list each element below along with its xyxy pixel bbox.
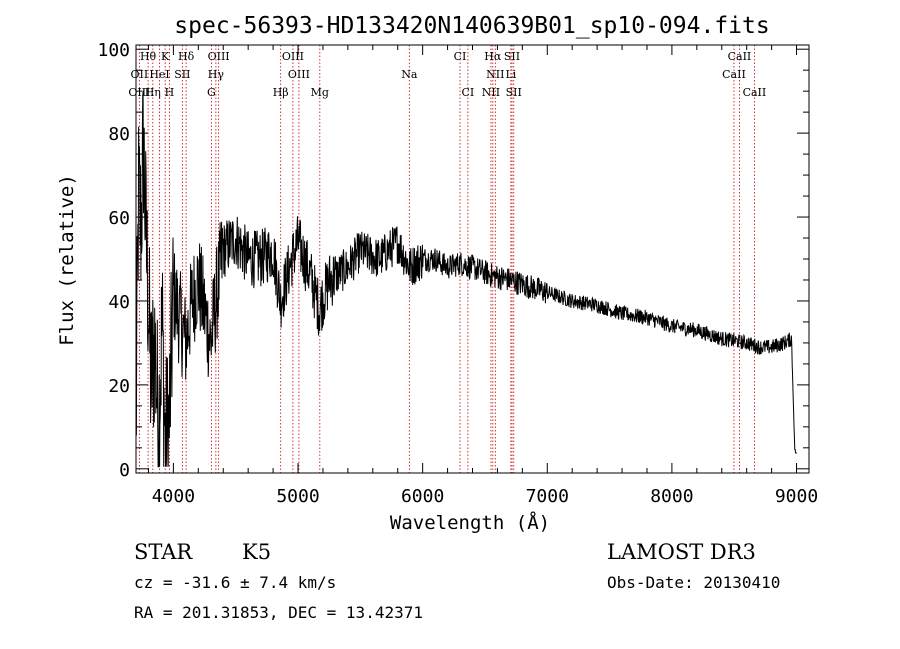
x-tick-label: 6000 [401,486,444,507]
y-tick-label: 80 [108,124,130,145]
spectral-line-label: OII [131,68,149,81]
y-tick-label: 40 [108,292,130,313]
spectral-line-label: Hη [145,86,161,99]
chart-title: spec-56393-HD133420N140639B01_sp10-094.f… [174,13,769,39]
y-tick-label: 0 [119,460,130,481]
observation-date: Obs-Date: 20130410 [607,573,781,592]
spectral-line-label: Hβ [273,86,289,99]
spectral-line-label: H [165,86,175,99]
x-axis-ticks: 4000 5000 6000 7000 8000 9000 [147,45,818,507]
spectral-line-label: OIII [128,86,150,99]
x-axis-label: Wavelength (Å) [390,511,550,534]
x-tick-label: 5000 [276,486,319,507]
spectral-line-label: Mg [311,86,329,99]
spectral-line-label: G [207,86,216,99]
y-tick-label: 60 [108,208,130,229]
spectral-line-label: Hα [484,50,502,63]
x-tick-label: 7000 [526,486,569,507]
y-tick-label: 20 [108,376,130,397]
object-subclass: K5 [242,540,272,564]
x-tick-label: 8000 [650,486,693,507]
spectral-line-label: CI [462,86,475,99]
x-tick-label: 9000 [775,486,818,507]
spectral-line-label: K [161,50,170,63]
sky-coordinates: RA = 201.31853, DEC = 13.42371 [134,603,423,622]
survey-name: LAMOST DR3 [607,540,756,564]
spectral-line-label: Hγ [208,68,225,81]
spectral-line-label: NII [486,68,504,81]
x-tick-label: 4000 [152,486,195,507]
spectral-line-label: CaII [722,68,746,81]
spectral-line-label: Li [505,68,516,81]
spectral-line-label: CI [454,50,467,63]
spectral-line-label: NII [482,86,500,99]
spectral-line-label: OIII [208,50,230,63]
spectral-line-label: Hδ [178,50,195,63]
spectral-line-label: SII [174,68,190,81]
redshift-value: cz = -31.6 ± 7.4 km/s [134,573,337,592]
spectral-line-label: OIII [288,68,310,81]
y-tick-label: 100 [97,40,130,61]
object-class: STAR [134,540,193,564]
y-axis-label: Flux (relative) [56,174,78,346]
spectral-line-label: SII [506,86,522,99]
spectral-line-label: Na [401,68,418,81]
spectral-line-label: CaII [743,86,767,99]
spectral-line-label: Hθ [140,50,157,63]
spectral-line-label: OIII [282,50,304,63]
y-axis-ticks: 0 20 40 60 80 100 [97,40,809,481]
spectral-line-label: CaII [728,50,752,63]
spectrum-line [135,90,797,468]
spectral-line-label: SII [504,50,520,63]
spectral-line-label: HeI [149,68,169,81]
